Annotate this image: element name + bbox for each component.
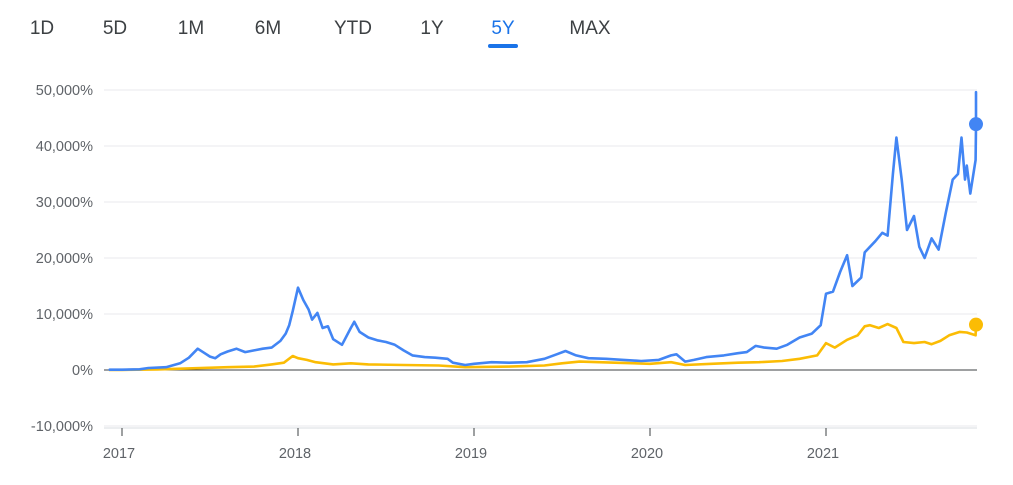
range-tab-label: 5D <box>102 18 128 39</box>
x-axis: 2017 2018 2019 2020 2021 <box>103 427 977 462</box>
y-axis: 50,000% 40,000% 30,000% 20,000% 10,000% 0% -10… <box>31 83 93 435</box>
y-tick-label: 50,000% <box>36 83 93 99</box>
range-tab-label: 1Y <box>420 18 444 39</box>
range-tab-label: 1D <box>29 18 55 39</box>
x-tick-label: 2018 <box>279 446 311 462</box>
y-tick-label: 0% <box>72 363 93 379</box>
series-line-0 <box>108 90 978 371</box>
range-tab-label: 1M <box>177 18 205 39</box>
range-tab-1y[interactable]: 1Y <box>392 14 472 44</box>
series-group <box>108 90 983 372</box>
active-tab-underline <box>488 44 518 48</box>
range-tab-5y[interactable]: 5Y <box>463 14 543 48</box>
y-tick-label: 30,000% <box>36 195 93 211</box>
series-line-1 <box>108 322 978 372</box>
y-tick-label: 40,000% <box>36 139 93 155</box>
y-tick-label: 10,000% <box>36 307 93 323</box>
range-tab-max[interactable]: MAX <box>550 14 630 44</box>
x-tick-label: 2017 <box>103 446 135 462</box>
range-tab-1m[interactable]: 1M <box>151 14 231 44</box>
range-tab-ytd[interactable]: YTD <box>313 14 393 44</box>
range-tab-5d[interactable]: 5D <box>75 14 155 44</box>
x-tick-label: 2020 <box>631 446 663 462</box>
y-tick-label: 20,000% <box>36 251 93 267</box>
range-tab-label: YTD <box>334 18 372 39</box>
series-end-marker-0 <box>969 117 983 132</box>
range-tab-label: MAX <box>569 18 611 39</box>
x-tick-label: 2019 <box>455 446 487 462</box>
series-end-marker-1 <box>969 317 983 332</box>
x-tick-label: 2021 <box>807 446 839 462</box>
range-tabs: 1D 5D 1M 6M YTD 1Y 5Y MAX <box>0 0 1013 60</box>
range-tab-label: 5Y <box>488 18 518 48</box>
range-tab-6m[interactable]: 6M <box>228 14 308 44</box>
range-tab-label: 6M <box>254 18 282 39</box>
y-tick-label: -10,000% <box>31 419 93 435</box>
range-tab-1d[interactable]: 1D <box>2 14 82 44</box>
grid-lines <box>104 89 977 427</box>
